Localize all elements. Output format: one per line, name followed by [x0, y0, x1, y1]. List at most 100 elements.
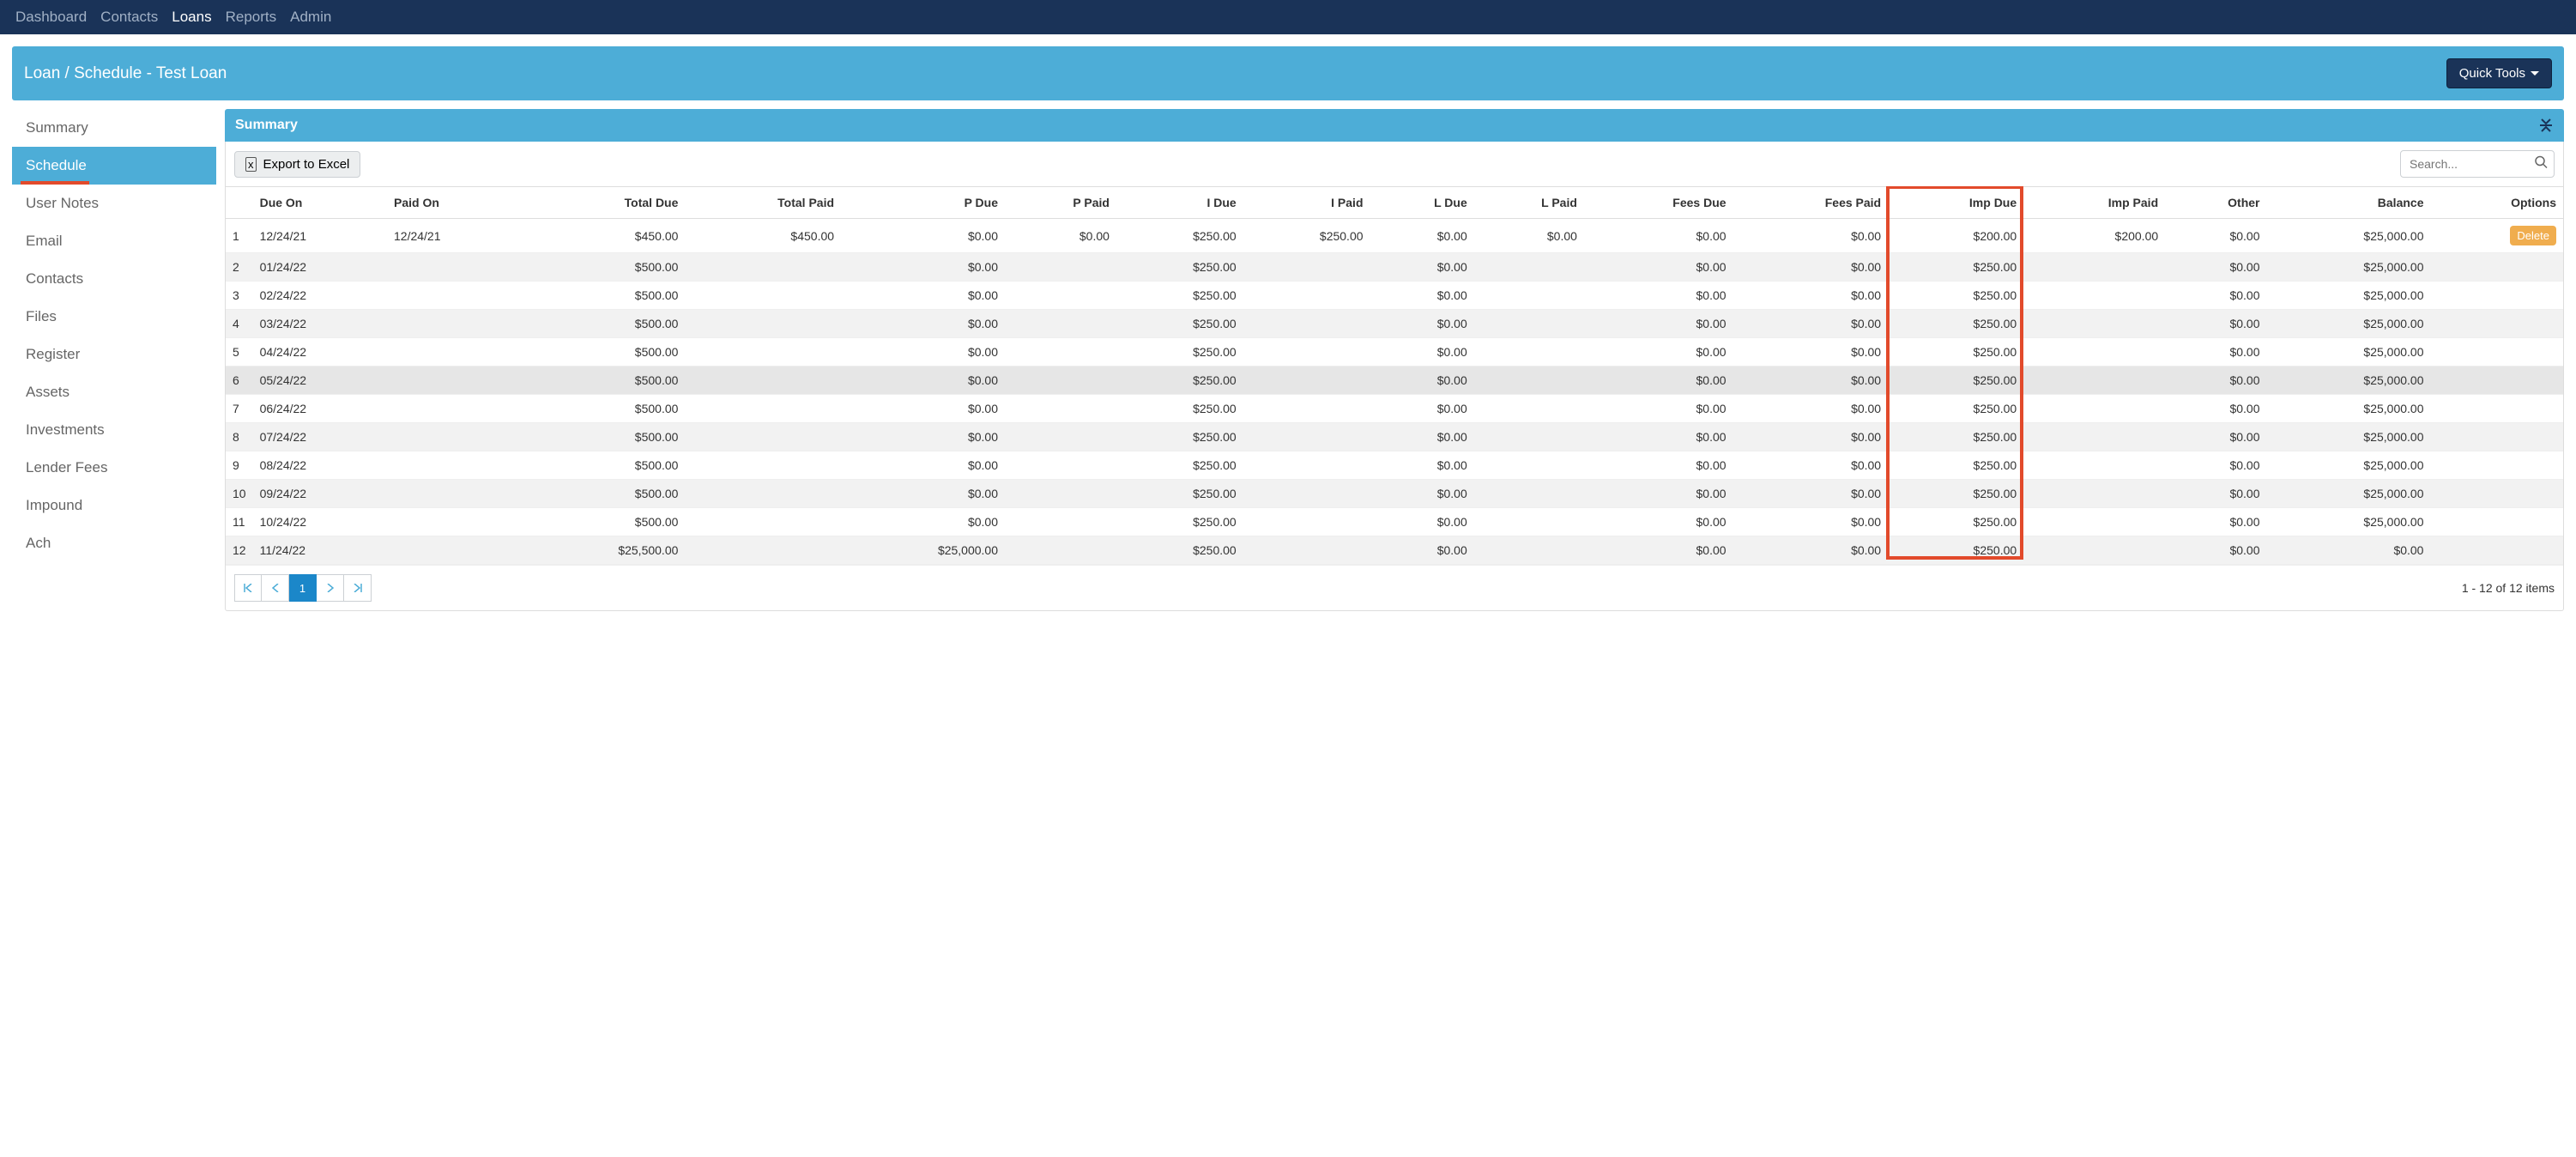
cell-total_due: $500.00 [521, 338, 685, 366]
cell-options [2430, 536, 2563, 565]
table-row[interactable]: 1211/24/22$25,500.00$25,000.00$250.00$0.… [226, 536, 2563, 565]
cell-total_paid [685, 310, 841, 338]
export-excel-button[interactable]: x Export to Excel [234, 151, 360, 178]
search-icon[interactable] [2534, 155, 2548, 173]
col-header-l_due[interactable]: L Due [1370, 187, 1474, 219]
sidebar-item-ach[interactable]: Ach [12, 524, 216, 562]
col-header-balance[interactable]: Balance [2267, 187, 2431, 219]
table-row[interactable]: 908/24/22$500.00$0.00$250.00$0.00$0.00$0… [226, 451, 2563, 480]
cell-fees_due: $0.00 [1584, 451, 1733, 480]
caret-down-icon [2531, 71, 2539, 76]
cell-due_on: 02/24/22 [253, 282, 387, 310]
col-header-due_on[interactable]: Due On [253, 187, 387, 219]
cell-other: $0.00 [2165, 310, 2266, 338]
table-row[interactable]: 706/24/22$500.00$0.00$250.00$0.00$0.00$0… [226, 395, 2563, 423]
col-header-fees_due[interactable]: Fees Due [1584, 187, 1733, 219]
quick-tools-button[interactable]: Quick Tools [2446, 58, 2552, 88]
search-input[interactable] [2400, 150, 2555, 178]
col-header-total_due[interactable]: Total Due [521, 187, 685, 219]
pager-page-1-button[interactable]: 1 [289, 574, 317, 602]
table-row[interactable]: 403/24/22$500.00$0.00$250.00$0.00$0.00$0… [226, 310, 2563, 338]
cell-imp_paid [2023, 253, 2165, 282]
table-row[interactable]: 1110/24/22$500.00$0.00$250.00$0.00$0.00$… [226, 508, 2563, 536]
pager-prev-button[interactable] [262, 574, 289, 602]
table-row[interactable]: 1009/24/22$500.00$0.00$250.00$0.00$0.00$… [226, 480, 2563, 508]
sidebar-item-files[interactable]: Files [12, 298, 216, 336]
cell-p_due: $0.00 [841, 282, 1005, 310]
title-bar: Loan / Schedule - Test Loan Quick Tools [12, 46, 2564, 100]
sidebar-item-impound[interactable]: Impound [12, 487, 216, 524]
sidebar-item-email[interactable]: Email [12, 222, 216, 260]
cell-paid_on [387, 508, 521, 536]
content-panel: Summary x Export to Excel [225, 109, 2564, 611]
cell-due_on: 01/24/22 [253, 253, 387, 282]
table-row[interactable]: 807/24/22$500.00$0.00$250.00$0.00$0.00$0… [226, 423, 2563, 451]
col-header-imp_paid[interactable]: Imp Paid [2023, 187, 2165, 219]
pager-next-button[interactable] [317, 574, 344, 602]
table-row[interactable]: 302/24/22$500.00$0.00$250.00$0.00$0.00$0… [226, 282, 2563, 310]
nav-item-dashboard[interactable]: Dashboard [9, 9, 94, 26]
cell-balance: $25,000.00 [2267, 508, 2431, 536]
cell-idx: 7 [226, 395, 253, 423]
sidebar-item-label: Ach [26, 535, 51, 551]
cell-p_paid: $0.00 [1005, 219, 1116, 253]
cell-l_due: $0.00 [1370, 508, 1474, 536]
cell-due_on: 06/24/22 [253, 395, 387, 423]
cell-imp_paid [2023, 480, 2165, 508]
pager-first-button[interactable] [234, 574, 262, 602]
nav-item-admin[interactable]: Admin [283, 9, 338, 26]
sidebar-item-investments[interactable]: Investments [12, 411, 216, 449]
sidebar: SummaryScheduleUser NotesEmailContactsFi… [12, 109, 216, 562]
col-header-imp_due[interactable]: Imp Due [1888, 187, 2023, 219]
cell-l_paid [1474, 253, 1584, 282]
cell-p_due: $25,000.00 [841, 536, 1005, 565]
col-header-i_paid[interactable]: I Paid [1243, 187, 1370, 219]
col-header-p_paid[interactable]: P Paid [1005, 187, 1116, 219]
cell-due_on: 12/24/21 [253, 219, 387, 253]
nav-item-loans[interactable]: Loans [165, 9, 218, 26]
cell-l_due: $0.00 [1370, 395, 1474, 423]
cell-imp_due: $250.00 [1888, 310, 2023, 338]
delete-button[interactable]: Delete [2510, 226, 2556, 245]
cell-total_paid [685, 480, 841, 508]
cell-due_on: 03/24/22 [253, 310, 387, 338]
table-row[interactable]: 201/24/22$500.00$0.00$250.00$0.00$0.00$0… [226, 253, 2563, 282]
collapse-icon[interactable] [2538, 118, 2554, 133]
col-header-other[interactable]: Other [2165, 187, 2266, 219]
cell-i_due: $250.00 [1116, 451, 1243, 480]
pager-info: 1 - 12 of 12 items [2462, 581, 2555, 595]
sidebar-item-lender-fees[interactable]: Lender Fees [12, 449, 216, 487]
col-header-options[interactable]: Options [2430, 187, 2563, 219]
cell-other: $0.00 [2165, 451, 2266, 480]
cell-l_due: $0.00 [1370, 310, 1474, 338]
cell-total_due: $500.00 [521, 508, 685, 536]
col-header-l_paid[interactable]: L Paid [1474, 187, 1584, 219]
col-header-idx[interactable] [226, 187, 253, 219]
cell-total_paid [685, 451, 841, 480]
nav-item-reports[interactable]: Reports [219, 9, 284, 26]
table-row[interactable]: 605/24/22$500.00$0.00$250.00$0.00$0.00$0… [226, 366, 2563, 395]
cell-imp_paid [2023, 282, 2165, 310]
cell-i_paid [1243, 536, 1370, 565]
sidebar-item-user-notes[interactable]: User Notes [12, 185, 216, 222]
cell-paid_on [387, 253, 521, 282]
sidebar-item-contacts[interactable]: Contacts [12, 260, 216, 298]
cell-total_due: $500.00 [521, 395, 685, 423]
cell-idx: 11 [226, 508, 253, 536]
col-header-total_paid[interactable]: Total Paid [685, 187, 841, 219]
sidebar-item-summary[interactable]: Summary [12, 109, 216, 147]
sidebar-item-schedule[interactable]: Schedule [12, 147, 216, 185]
cell-total_paid [685, 536, 841, 565]
col-header-p_due[interactable]: P Due [841, 187, 1005, 219]
sidebar-item-assets[interactable]: Assets [12, 373, 216, 411]
table-row[interactable]: 504/24/22$500.00$0.00$250.00$0.00$0.00$0… [226, 338, 2563, 366]
table-row[interactable]: 112/24/2112/24/21$450.00$450.00$0.00$0.0… [226, 219, 2563, 253]
sidebar-item-register[interactable]: Register [12, 336, 216, 373]
cell-p_paid [1005, 338, 1116, 366]
sidebar-item-label: Lender Fees [26, 459, 107, 476]
pager-last-button[interactable] [344, 574, 372, 602]
col-header-fees_paid[interactable]: Fees Paid [1733, 187, 1889, 219]
col-header-paid_on[interactable]: Paid On [387, 187, 521, 219]
col-header-i_due[interactable]: I Due [1116, 187, 1243, 219]
nav-item-contacts[interactable]: Contacts [94, 9, 165, 26]
